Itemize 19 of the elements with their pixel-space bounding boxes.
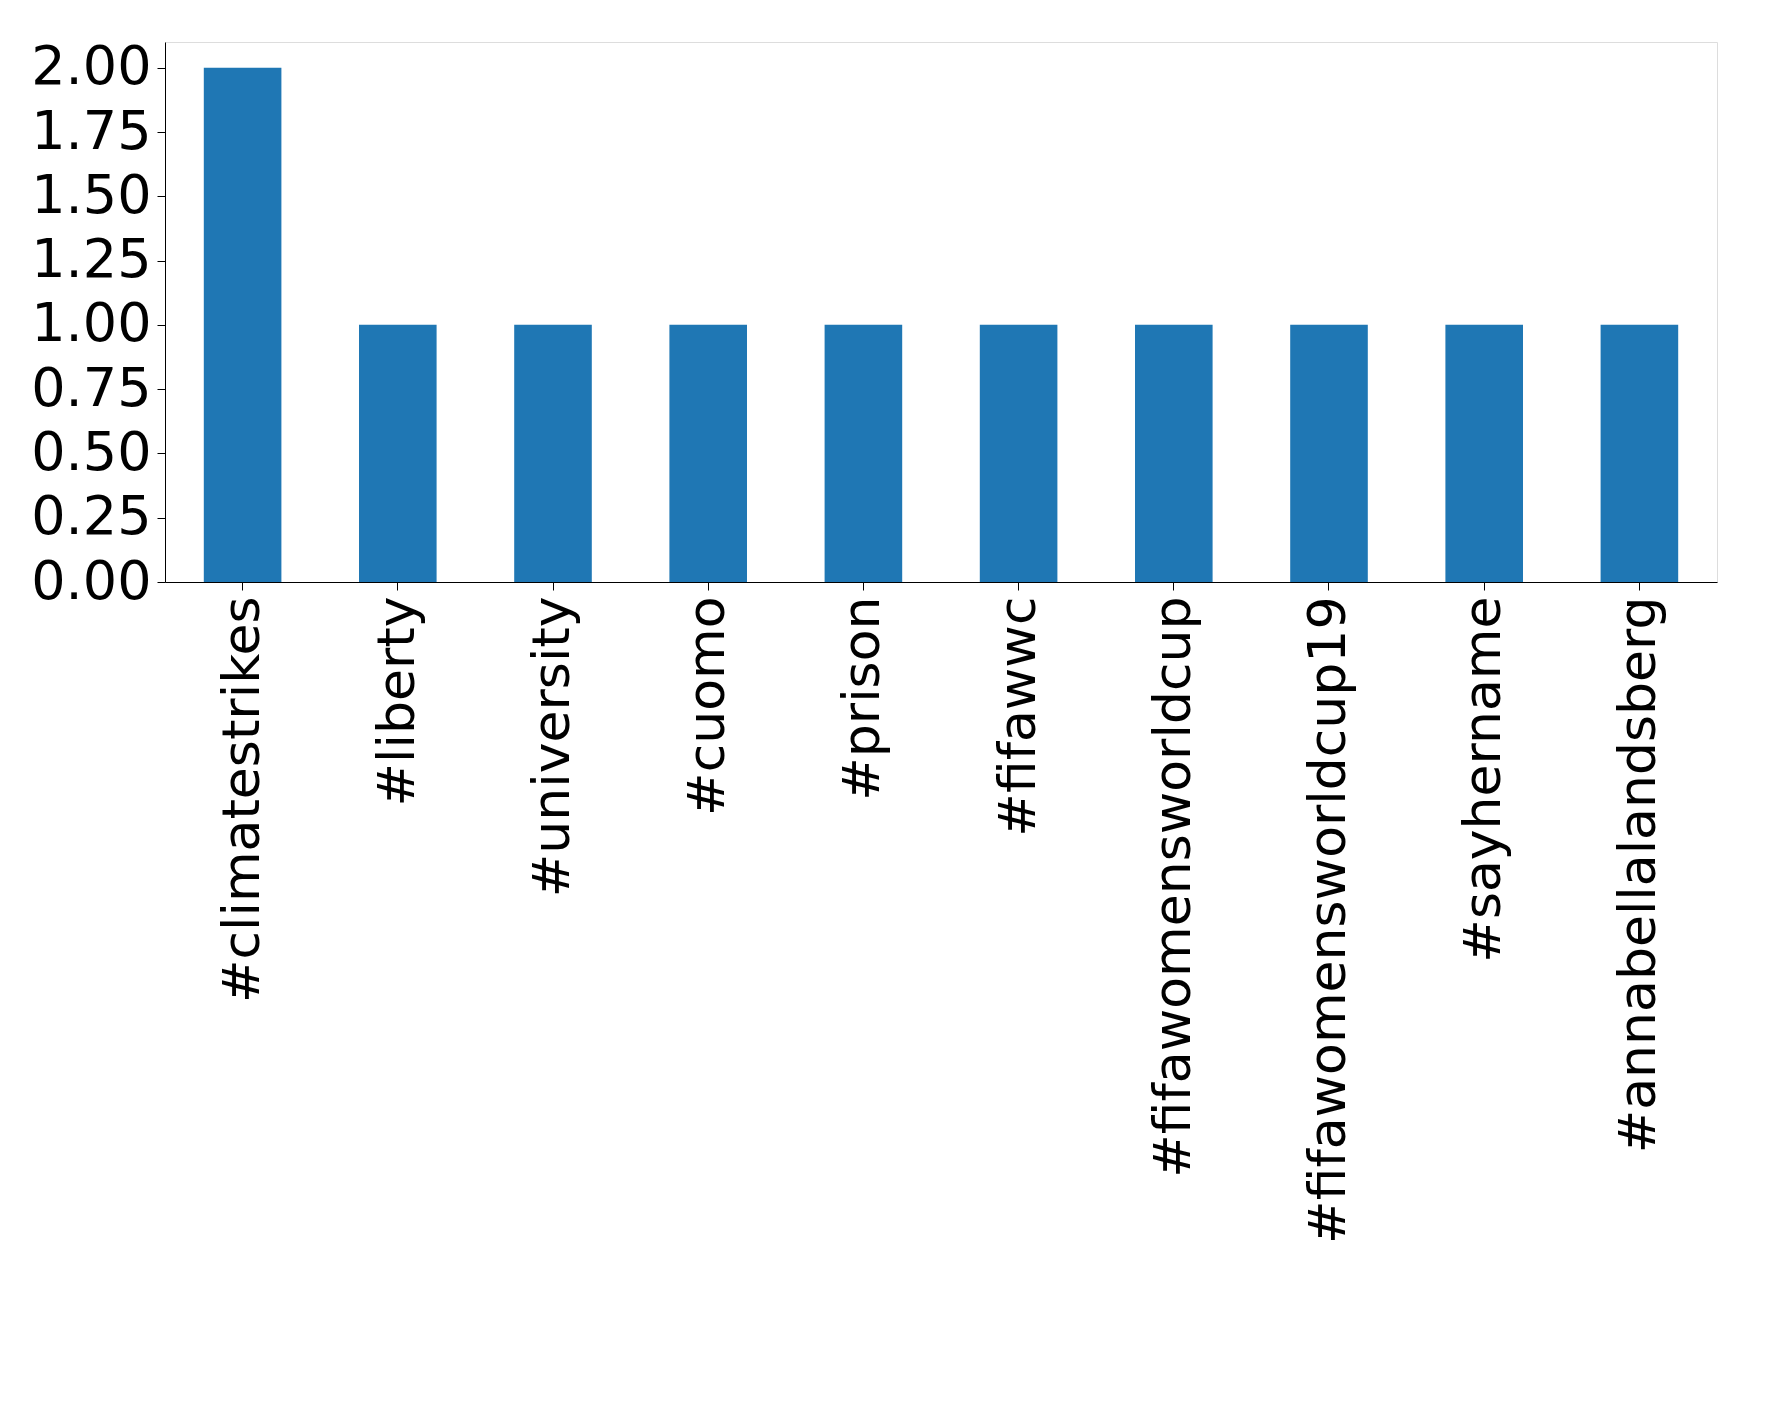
y-tick-label: 1.50	[31, 162, 152, 226]
x-tick-label: #university	[521, 596, 581, 898]
x-tick-label: #fifawwc	[986, 596, 1047, 837]
x-tick-label: #fifawomensworldcup	[1141, 596, 1202, 1178]
x-tick-label: #cuomo	[676, 596, 737, 816]
y-tick-label: 0.75	[31, 355, 152, 419]
x-tick-label: #liberty	[365, 596, 426, 807]
x-tick-label: #fifawomensworldcup19	[1297, 596, 1357, 1244]
x-tick-label: #annabellalandsberg	[1607, 596, 1668, 1154]
y-tick-label: 0.50	[31, 419, 152, 483]
x-tick-label: #sayhername	[1452, 596, 1513, 963]
y-tick-label: 2.00	[31, 34, 152, 98]
y-tick-label: 1.25	[31, 227, 152, 291]
y-tick-label: 1.75	[31, 98, 152, 162]
x-tick-label: #prison	[831, 596, 892, 801]
y-tick-label: 1.00	[31, 291, 152, 355]
y-tick-label: 0.00	[31, 548, 152, 612]
x-tick-label: #climatestrikes	[210, 596, 271, 1004]
y-tick-label: 0.25	[31, 484, 152, 548]
